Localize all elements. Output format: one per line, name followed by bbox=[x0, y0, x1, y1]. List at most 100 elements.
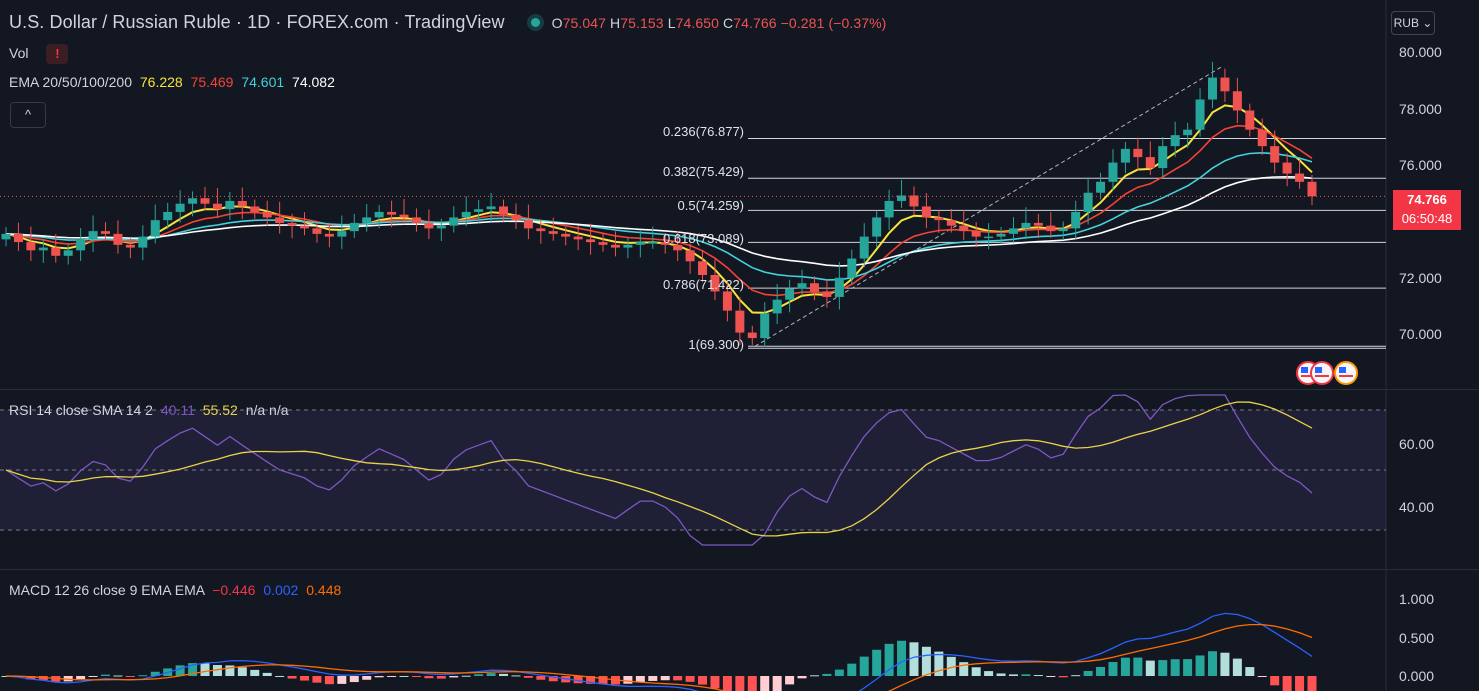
ema-line-2 bbox=[5, 151, 1313, 281]
macd-hist-bar bbox=[337, 676, 347, 684]
candle-body bbox=[872, 217, 882, 237]
macd-hist-bar bbox=[262, 672, 272, 676]
candle-body bbox=[275, 217, 285, 223]
candle-body bbox=[1282, 162, 1292, 174]
ema50-value: 75.469 bbox=[190, 74, 234, 90]
macd-hist-bar bbox=[1295, 676, 1305, 691]
macd-hist-bar bbox=[959, 662, 969, 676]
macd-hist-bar bbox=[685, 676, 695, 682]
macd-hist-bar bbox=[374, 676, 384, 678]
macd-hist-bar bbox=[237, 667, 247, 676]
candle-body bbox=[424, 222, 434, 229]
candle-body bbox=[101, 231, 111, 234]
candle-body bbox=[125, 244, 135, 248]
macd-hist-bar bbox=[1158, 660, 1168, 676]
candle-body bbox=[548, 231, 558, 234]
candle-body bbox=[76, 239, 86, 251]
collapse-legend-button[interactable]: ^ bbox=[10, 102, 46, 128]
pane-divider[interactable] bbox=[0, 389, 1479, 390]
macd-hist-bar bbox=[349, 676, 359, 683]
macd-hist-bar bbox=[921, 646, 931, 676]
pane-divider[interactable] bbox=[0, 569, 1479, 570]
candle-body bbox=[760, 313, 770, 339]
candle-body bbox=[411, 217, 421, 223]
macd-signal-line bbox=[5, 623, 1313, 691]
price-tick: 72.000 bbox=[1399, 270, 1442, 286]
fib-label: 0.5(74.259) bbox=[677, 198, 745, 213]
macd-hist-bar bbox=[499, 673, 509, 676]
macd-hist-bar bbox=[735, 676, 745, 691]
candle-body bbox=[188, 198, 198, 204]
candle-body bbox=[1133, 148, 1143, 158]
candle-body bbox=[710, 275, 720, 292]
candle-body bbox=[1096, 181, 1106, 193]
candle-body bbox=[26, 242, 36, 251]
candle-body bbox=[324, 233, 334, 237]
macd-hist-bar bbox=[1257, 676, 1267, 677]
open-value: 75.047 bbox=[562, 15, 607, 31]
macd-hist-bar bbox=[872, 649, 882, 676]
candle-body bbox=[1008, 228, 1018, 234]
macd-hist-bar bbox=[1183, 659, 1193, 676]
candle-body bbox=[337, 231, 347, 237]
candle-body bbox=[374, 211, 384, 218]
macd-signal-value: 0.002 bbox=[263, 582, 299, 598]
macd-hist-bar bbox=[760, 676, 770, 691]
close-value: 74.766 bbox=[733, 15, 777, 31]
candle-body bbox=[1145, 157, 1155, 169]
macd-hist-bar bbox=[523, 676, 533, 678]
candle-body bbox=[212, 203, 222, 210]
candle-body bbox=[51, 247, 61, 256]
macd-hist-bar bbox=[897, 640, 907, 676]
macd-hist-bar bbox=[101, 674, 111, 676]
volume-legend[interactable]: Vol! bbox=[9, 44, 69, 64]
symbol-title[interactable]: U.S. Dollar / Russian Ruble · 1D · FOREX… bbox=[9, 12, 505, 32]
chevron-down-icon: ⌄ bbox=[1422, 16, 1433, 30]
macd-hist-bar bbox=[275, 675, 285, 677]
rsi-label: RSI 14 close SMA 14 2 bbox=[9, 402, 153, 418]
macd-hist-bar bbox=[1133, 657, 1143, 676]
macd-hist-bar bbox=[324, 676, 334, 685]
candle-body bbox=[1195, 99, 1205, 130]
rsi-tick: 60.00 bbox=[1399, 436, 1435, 452]
ema100-value: 74.601 bbox=[241, 74, 285, 90]
candle-body bbox=[300, 225, 310, 229]
macd-hist-bar bbox=[449, 676, 459, 678]
candle-body bbox=[250, 206, 260, 212]
macd-hist-bar bbox=[984, 671, 994, 676]
macd-hist-bar bbox=[1108, 662, 1118, 676]
macd-hist-bar bbox=[113, 675, 123, 677]
candle-body bbox=[449, 217, 459, 226]
warning-icon[interactable]: ! bbox=[46, 44, 69, 64]
candle-body bbox=[1046, 225, 1056, 232]
candle-body bbox=[1058, 228, 1068, 232]
macd-hist-bar bbox=[175, 665, 185, 676]
candle-body bbox=[461, 211, 471, 218]
candle-body bbox=[1071, 211, 1081, 229]
candle-body bbox=[785, 288, 795, 300]
macd-hist-bar bbox=[424, 676, 434, 679]
candle-body bbox=[38, 247, 48, 251]
macd-hist-bar bbox=[287, 676, 297, 679]
candle-body bbox=[536, 228, 546, 232]
macd-hist-bar bbox=[710, 676, 720, 689]
rsi-legend[interactable]: RSI 14 close SMA 14 2 40.11 55.52 n/a n/… bbox=[9, 402, 289, 418]
candle-body bbox=[499, 206, 509, 215]
macd-hist-bar bbox=[1046, 676, 1056, 677]
candle-body bbox=[63, 250, 73, 256]
candle-body bbox=[523, 220, 533, 229]
macd-hist-bar bbox=[648, 676, 658, 681]
macd-legend[interactable]: MACD 12 26 close 9 EMA EMA −0.446 0.002 … bbox=[9, 582, 341, 598]
macd-hist-bar bbox=[76, 676, 86, 680]
macd-hist-bar bbox=[673, 676, 683, 681]
macd-hist-bar bbox=[212, 665, 222, 676]
candle-body bbox=[138, 236, 148, 248]
price-tick: 70.000 bbox=[1399, 326, 1442, 342]
macd-hist-bar bbox=[1232, 658, 1242, 676]
candle-body bbox=[971, 231, 981, 237]
candle-body bbox=[436, 225, 446, 229]
ema-legend[interactable]: EMA 20/50/100/200 76.228 75.469 74.601 7… bbox=[9, 74, 335, 90]
macd-hist-bar bbox=[1307, 676, 1317, 691]
currency-button[interactable]: RUB ⌄ bbox=[1391, 11, 1435, 35]
